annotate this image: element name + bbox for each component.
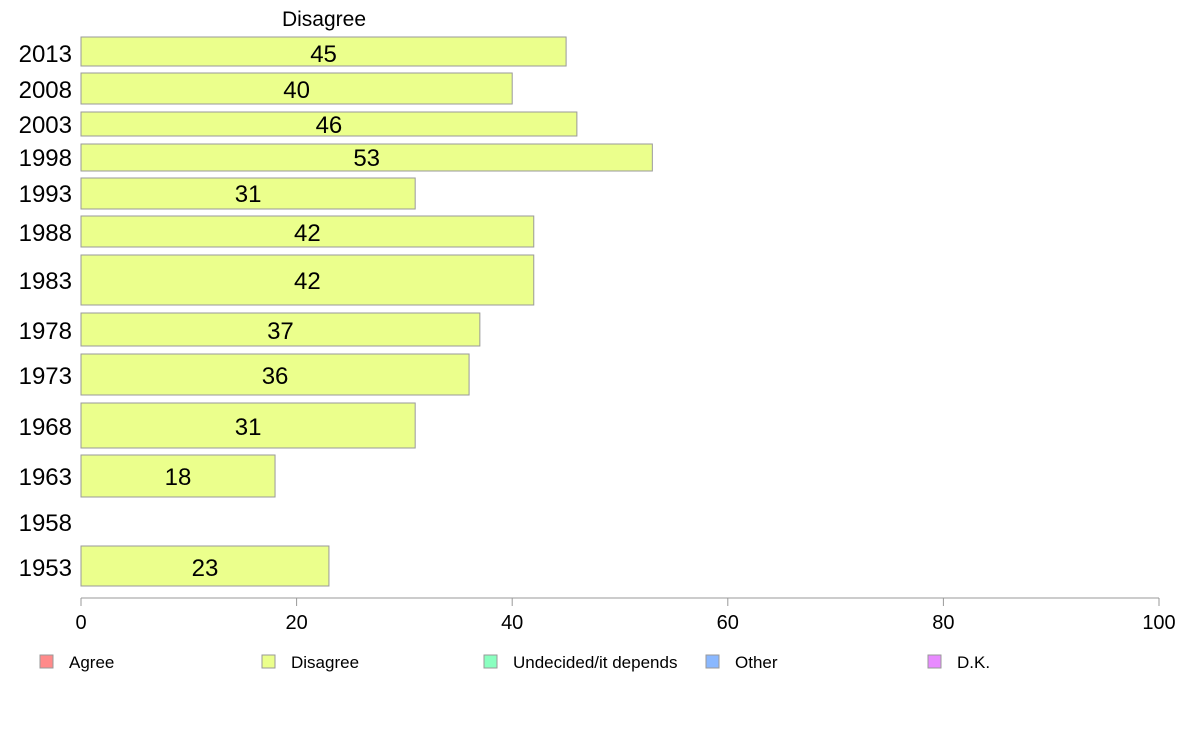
x-tick-label: 100 <box>1142 612 1175 634</box>
bar <box>80 454 276 498</box>
bar <box>80 312 481 347</box>
x-axis: 0 20 40 60 80 100 <box>75 597 1176 634</box>
legend-swatch <box>483 654 498 669</box>
bar <box>80 254 535 306</box>
y-tick-label: 2013 <box>19 41 72 68</box>
legend-swatch <box>261 654 276 669</box>
x-tick-label: 80 <box>932 612 954 634</box>
bar-value-label: 46 <box>316 112 343 139</box>
y-tick-label: 1993 <box>19 181 72 208</box>
y-tick-label: 1983 <box>19 268 72 295</box>
x-tick-label: 40 <box>501 612 523 634</box>
bar <box>80 177 416 210</box>
bar-value-label: 53 <box>353 145 380 172</box>
y-tick-label: 2008 <box>19 77 72 104</box>
bar <box>80 36 567 67</box>
y-tick-label: 1953 <box>19 555 72 582</box>
bar <box>80 111 578 137</box>
y-tick-label: 1988 <box>19 220 72 247</box>
legend-label: Other <box>735 653 778 672</box>
bar-value-label: 31 <box>235 181 262 208</box>
legend-label: Agree <box>69 653 114 672</box>
y-tick-label: 1998 <box>19 145 72 172</box>
bar-value-label: 40 <box>283 77 310 104</box>
y-tick-label: 1958 <box>19 510 72 537</box>
bar-value-label: 37 <box>267 318 294 345</box>
y-tick-label: 1963 <box>19 464 72 491</box>
legend-label: Disagree <box>291 653 359 672</box>
bar-value-label: 31 <box>235 414 262 441</box>
bars-layer: 2013 45 2008 40 2003 46 1998 53 1993 31 1988 42 1983… <box>19 36 653 587</box>
legend: Agree Disagree Undecided/it depends Other D.… <box>39 653 990 672</box>
legend-label: Undecided/it depends <box>513 653 677 672</box>
x-tick-label: 60 <box>717 612 739 634</box>
bar-value-label: 23 <box>192 555 219 582</box>
panel-title: Disagree <box>282 8 366 31</box>
bar-value-label: 45 <box>310 41 337 68</box>
bar <box>80 545 330 587</box>
bar-value-label: 42 <box>294 268 321 295</box>
legend-label: D.K. <box>957 653 990 672</box>
x-tick-label: 0 <box>75 612 86 634</box>
y-tick-label: 1973 <box>19 363 72 390</box>
bar <box>80 402 416 449</box>
y-tick-label: 2003 <box>19 112 72 139</box>
bar <box>80 143 653 172</box>
bar-value-label: 36 <box>262 363 289 390</box>
bar-value-label: 18 <box>165 464 192 491</box>
legend-swatch <box>705 654 720 669</box>
bar <box>80 72 513 105</box>
y-tick-label: 1968 <box>19 414 72 441</box>
legend-swatch <box>927 654 942 669</box>
x-tick-label: 20 <box>285 612 307 634</box>
legend-swatch <box>39 654 54 669</box>
bar <box>80 215 535 248</box>
y-tick-label: 1978 <box>19 318 72 345</box>
bar <box>80 353 470 396</box>
bar-value-label: 42 <box>294 220 321 247</box>
